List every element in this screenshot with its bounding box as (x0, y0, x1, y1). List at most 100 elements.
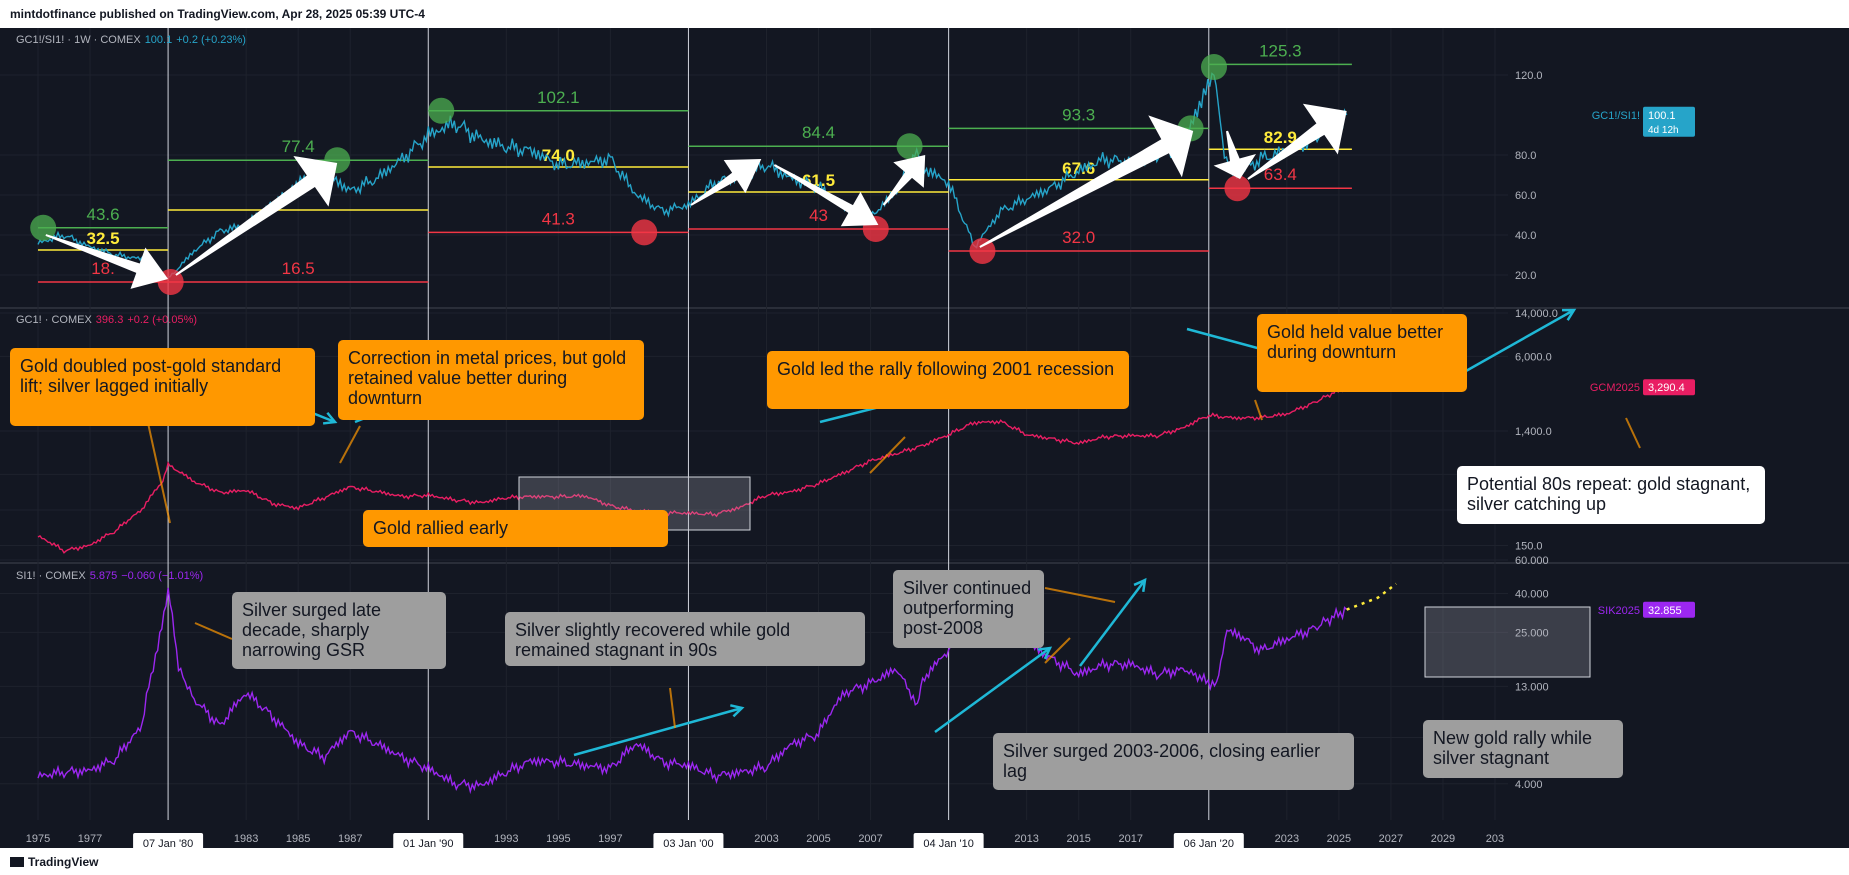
date-marker-bg (1173, 833, 1244, 848)
ratio-axis-tick: 120.0 (1515, 70, 1543, 82)
ratio-price-badge: GC1!/SI1! 100.1 4d 12h (1592, 106, 1695, 137)
note-new-gold-rally[interactable]: New gold rally while silver stagnant (1423, 720, 1623, 778)
ratio-axis-tick: 40.0 (1515, 230, 1536, 242)
callout-leader (1625, 417, 1641, 449)
ratio-trough-marker (1224, 175, 1251, 202)
white-trend-arrow (979, 115, 1194, 248)
callout-leader (1044, 587, 1116, 603)
note-silver-surged-2003[interactable]: Silver surged 2003-2006, closing earlier… (993, 733, 1354, 790)
ratio-level-high-label: 125.3 (1259, 41, 1302, 60)
ratio-level-low-label: 41.3 (542, 209, 575, 228)
white-trend-arrow (1247, 103, 1347, 180)
ratio-level-low-label: 32.0 (1062, 228, 1095, 247)
ratio-peak-marker (30, 214, 57, 241)
silver-axis-tick: 60.000 (1515, 555, 1549, 567)
note-correction[interactable]: Correction in metal prices, but gold ret… (338, 340, 644, 420)
ratio-trough-marker (969, 238, 996, 264)
ratio-price-badge-bg (1643, 106, 1695, 137)
note-gold-led-rally[interactable]: Gold led the rally following 2001 recess… (767, 351, 1129, 409)
ratio-level-mid-label: 82.9 (1264, 128, 1297, 147)
date-marker-label: 07 Jan '80 (143, 838, 193, 848)
chart-canvas[interactable]: 120.0 80.0 60.0 40.0 20.0 14,000.0 6,000.0 1,40… (0, 28, 1849, 848)
cyan-arrow-head (1561, 308, 1577, 321)
time-axis-tick: 2027 (1379, 833, 1403, 845)
time-axis-tick: 2023 (1275, 833, 1299, 845)
note-silver-continued[interactable]: Silver continued outperforming post-2008 (893, 570, 1044, 648)
callout-leader (1254, 399, 1263, 421)
ratio-header: GC1!/SI1! · 1W · COMEX 100.1 +0.2 (+0.23%) (16, 34, 246, 46)
ratio-level-high-label: 77.4 (282, 137, 315, 156)
silver-price-badge-label: SIK2025 (1598, 605, 1640, 617)
ratio-peak-marker (428, 97, 455, 124)
gold-axis-tick: 150.0 (1515, 540, 1543, 552)
ratio-trough-marker (631, 219, 658, 246)
gold-price-badge-value: 3,290.4 (1648, 382, 1685, 394)
date-marker-label: 03 Jan '00 (663, 838, 713, 848)
callout-leader (869, 436, 906, 474)
silver-change: −0.060 (−1.01%) (121, 570, 204, 582)
callout-leader (147, 422, 171, 524)
date-marker-label: 01 Jan '90 (403, 838, 453, 848)
gold-price-badge-bg (1643, 379, 1695, 396)
gold-change: +0.2 (+0.05%) (127, 314, 198, 326)
date-marker-bg (393, 833, 464, 848)
ratio-change: +0.2 (+0.23%) (176, 34, 246, 46)
date-marker-label: 06 Jan '20 (1184, 838, 1234, 848)
note-silver-recovered[interactable]: Silver slightly recovered while gold rem… (505, 612, 865, 666)
note-gold-rallied-early[interactable]: Gold rallied early (363, 510, 668, 547)
note-gold-doubled[interactable]: Gold doubled post-gold standard lift; si… (10, 348, 315, 426)
note-silver-surged-late[interactable]: Silver surged late decade, sharply narro… (232, 592, 446, 669)
tradingview-logo[interactable]: TradingView (10, 855, 98, 869)
ratio-level-mid-label: 32.5 (86, 229, 119, 248)
tradingview-icon (10, 857, 24, 867)
time-axis-tick: 2017 (1119, 833, 1143, 845)
ratio-level-mid-label: 67.6 (1062, 159, 1095, 178)
price-axis-bg (1508, 28, 1849, 848)
time-axis-tick: 1983 (234, 833, 258, 845)
ratio-level-low-label: 16.5 (282, 259, 315, 278)
cyan-arrow-head (322, 411, 338, 425)
ratio-axis-tick: 20.0 (1515, 270, 1536, 282)
ratio-level-high-label: 93.3 (1062, 105, 1095, 124)
date-marker-label: 04 Jan '10 (923, 838, 973, 848)
gold-symbol: GC1! · COMEX (16, 314, 92, 326)
gold-axis-tick: 6,000.0 (1515, 351, 1552, 363)
note-80s-repeat[interactable]: Potential 80s repeat: gold stagnant, sil… (1457, 466, 1765, 524)
silver-price-badge-value: 32.855 (1648, 605, 1682, 617)
date-marker-bg (133, 833, 204, 848)
silver-axis-tick: 25.000 (1515, 627, 1549, 639)
time-axis-tick: 1995 (546, 833, 570, 845)
ratio-level-low-label: 63.4 (1264, 165, 1297, 184)
ratio-peak-marker (1201, 54, 1227, 80)
silver-axis-tick: 40.000 (1515, 589, 1549, 601)
time-axis-tick: 2025 (1327, 833, 1351, 845)
time-axis-tick: 1993 (494, 833, 518, 845)
time-axis-tick: 2005 (806, 833, 830, 845)
gold-header: GC1! · COMEX 396.3 +0.2 (+0.05%) (16, 314, 197, 326)
ratio-level-low-label: 43 (809, 206, 828, 225)
time-axis-tick: 1975 (26, 833, 50, 845)
publisher-bar: mintdotfinance published on TradingView.… (0, 0, 1849, 28)
white-trend-arrow (45, 234, 169, 289)
callout-leader (194, 622, 233, 640)
time-axis-tick: 1987 (338, 833, 362, 845)
time-axis-tick: 1977 (78, 833, 102, 845)
cyan-arrow-head (730, 704, 745, 718)
silver-symbol: SI1! · COMEX (16, 570, 86, 582)
silver-last: 5.875 (89, 570, 118, 582)
gold-axis-tick: 14,000.0 (1515, 308, 1558, 320)
time-axis-tick: 2007 (858, 833, 882, 845)
gold-series-line (37, 386, 1347, 554)
time-axis-tick: 1997 (598, 833, 622, 845)
silver-axis-tick: 4.000 (1515, 779, 1543, 791)
ratio-axis-tick: 80.0 (1515, 150, 1536, 162)
time-axis-tick: 2013 (1014, 833, 1038, 845)
ratio-peak-marker (896, 133, 923, 160)
white-trend-arrow (690, 159, 762, 206)
silver-price-badge-bg (1643, 601, 1695, 618)
time-axis-tick: 2015 (1066, 833, 1090, 845)
white-trend-arrow (175, 156, 338, 276)
note-gold-held[interactable]: Gold held value better during downturn (1257, 314, 1467, 392)
cyan-arrow-head (1133, 577, 1147, 593)
cyan-arrow (934, 646, 1051, 734)
